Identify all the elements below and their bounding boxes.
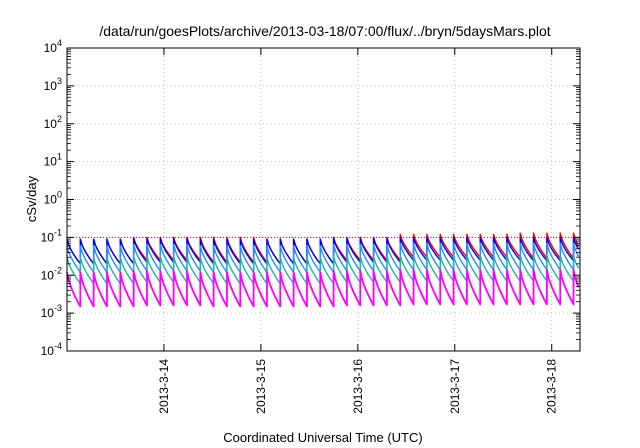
x-axis-ticks: 2013-3-14 2013-3-15 2013-3-16 2013-3-17 2013… (157, 48, 559, 414)
x-tick-label: 2013-3-14 (157, 359, 171, 414)
chart-title: /data/run/goesPlots/archive/2013-03-18/0… (99, 23, 550, 39)
series-layer (66, 232, 580, 308)
y-tick-label: 10-4 (41, 341, 62, 358)
y-tick-label: 103 (44, 76, 62, 93)
x-tick-label: 2013-3-18 (545, 359, 559, 414)
series-line-5 (66, 268, 580, 308)
y-tick-label: 101 (44, 152, 62, 169)
y-tick-label: 10-3 (41, 303, 62, 320)
x-tick-label: 2013-3-15 (254, 359, 268, 414)
series-line-4 (66, 254, 580, 285)
y-axis-label: cSv/day (24, 175, 39, 222)
y-tick-label: 104 (44, 38, 62, 55)
y-tick-label: 100 (44, 190, 62, 207)
y-tick-label: 10-2 (41, 265, 62, 282)
x-tick-label: 2013-3-17 (448, 359, 462, 414)
y-axis-ticks: 10-4 10-3 10-2 10-1 100 101 102 103 104 (41, 38, 580, 358)
x-tick-label: 2013-3-16 (351, 359, 365, 414)
y-tick-label: 102 (44, 114, 62, 131)
x-axis-label: Coordinated Universal Time (UTC) (223, 430, 422, 445)
y-tick-label: 10-1 (41, 227, 62, 244)
